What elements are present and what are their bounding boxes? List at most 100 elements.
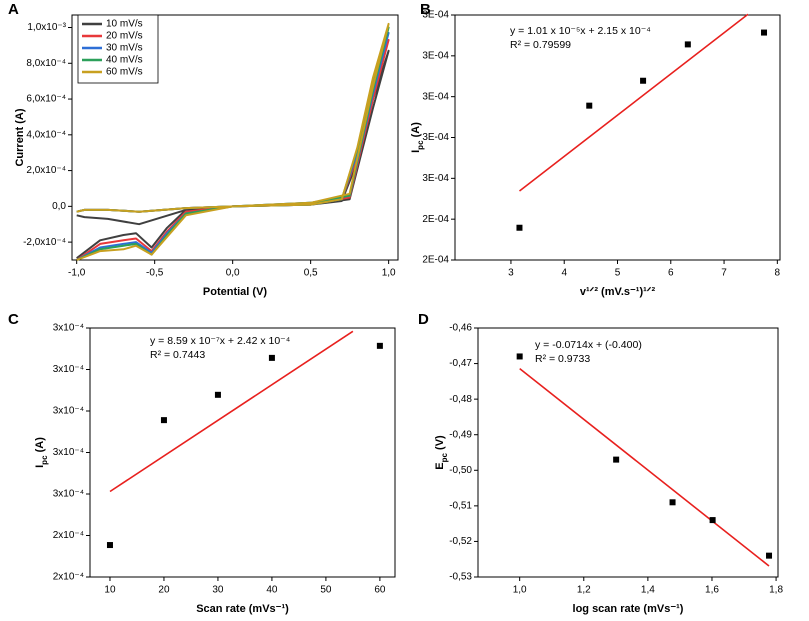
y-tick-label: 3x10⁻⁴ <box>53 364 84 375</box>
legend-label: 40 mV/s <box>106 55 143 66</box>
x-tick-label: 1,4 <box>641 585 655 596</box>
data-point <box>709 517 716 524</box>
axis-label: Current (A) <box>14 108 26 166</box>
y-tick-label: -0,47 <box>449 358 472 369</box>
x-tick-label: 0,0 <box>226 268 240 279</box>
cv-curve <box>76 22 390 261</box>
x-tick-label: 4 <box>561 268 567 279</box>
data-point <box>586 102 593 109</box>
annotation: R² = 0.7443 <box>150 349 205 361</box>
axis-label-part: I <box>34 465 46 468</box>
x-tick-label: 8 <box>775 268 781 279</box>
legend-label: 10 mV/s <box>106 19 143 30</box>
y-tick-label: 2E-04 <box>422 255 449 266</box>
annotation: R² = 0.79599 <box>510 39 571 51</box>
x-tick-label: 5 <box>615 268 621 279</box>
panel-letter: B <box>420 1 431 18</box>
x-tick-label: 1,0 <box>513 585 527 596</box>
axis-label: v¹ᐟ² (mV.s⁻¹)¹ᐟ² <box>580 286 656 298</box>
x-tick-label: 30 <box>212 585 224 596</box>
y-tick-label: -0,50 <box>449 465 472 476</box>
data-point <box>376 342 383 349</box>
plot-frame <box>89 327 396 578</box>
x-tick-label: 1,0 <box>382 268 396 279</box>
axis-label: Epc (V) <box>434 435 449 470</box>
x-tick-label: 0,5 <box>304 268 318 279</box>
annotation: R² = 0.9733 <box>535 353 590 365</box>
y-tick-label: 3E-04 <box>422 132 449 143</box>
x-tick-label: 3 <box>508 268 514 279</box>
data-point <box>669 499 676 506</box>
axis-label-part: (V) <box>434 435 446 453</box>
y-tick-label: -0,51 <box>449 500 472 511</box>
data-point <box>268 354 275 361</box>
data-point <box>684 41 691 48</box>
y-tick-label: 3x10⁻⁴ <box>53 406 84 417</box>
legend-label: 30 mV/s <box>106 43 143 54</box>
axis-label: Ipc (A) <box>410 122 425 153</box>
y-tick-label: 3E-04 <box>422 173 449 184</box>
y-tick-label: 2x10⁻⁴ <box>53 572 84 583</box>
axis-label-part: (A) <box>34 437 46 456</box>
y-tick-label: -0,53 <box>449 572 472 583</box>
y-tick-label: 2E-04 <box>422 214 449 225</box>
axis-label-sub: pc <box>40 455 49 465</box>
axis-label: Scan rate (mVs⁻¹) <box>196 603 289 615</box>
x-tick-label: 10 <box>104 585 116 596</box>
x-tick-label: 20 <box>158 585 170 596</box>
axis-label-part: (A) <box>410 122 422 141</box>
y-tick-label: 8,0x10⁻⁴ <box>26 58 66 69</box>
axis-label: Potential (V) <box>203 286 268 298</box>
y-tick-label: -0,52 <box>449 536 472 547</box>
y-tick-label: 3x10⁻⁴ <box>53 323 84 334</box>
panel-letter: D <box>418 311 429 328</box>
axis-label-part: I <box>410 150 422 153</box>
plot-frame <box>454 14 781 261</box>
cv-curve <box>76 49 390 259</box>
y-tick-label: -0,49 <box>449 429 472 440</box>
data-point <box>516 224 523 231</box>
x-tick-label: 50 <box>320 585 332 596</box>
fit-line <box>519 13 749 192</box>
y-tick-label: 3x10⁻⁴ <box>53 447 84 458</box>
y-tick-label: 3E-04 <box>422 50 449 61</box>
x-tick-label: 1,6 <box>705 585 719 596</box>
y-tick-label: -0,48 <box>449 394 472 405</box>
y-tick-label: 3E-04 <box>422 10 449 21</box>
x-tick-label: -0,5 <box>146 268 164 279</box>
plot-frame <box>477 327 779 578</box>
y-tick-label: -0,46 <box>449 323 472 334</box>
x-tick-label: 6 <box>668 268 674 279</box>
y-tick-label: 3x10⁻⁴ <box>53 489 84 500</box>
y-tick-label: 0,0 <box>52 201 66 212</box>
annotation: y = -0.0714x + (-0.400) <box>535 339 642 351</box>
data-point <box>766 552 773 559</box>
data-point <box>214 391 221 398</box>
annotation: y = 1.01 x 10⁻⁵x + 2.15 x 10⁻⁴ <box>510 25 651 37</box>
y-tick-label: 2,0x10⁻⁴ <box>26 165 66 176</box>
annotation: y = 8.59 x 10⁻⁷x + 2.42 x 10⁻⁴ <box>150 335 290 347</box>
data-point <box>761 29 768 36</box>
axis-label-sub: pc <box>416 140 425 150</box>
data-point <box>516 353 523 360</box>
panel-letter: C <box>8 311 19 328</box>
x-tick-label: -1,0 <box>68 268 86 279</box>
y-tick-label: -2,0x10⁻⁴ <box>23 237 66 248</box>
x-tick-label: 40 <box>266 585 278 596</box>
x-tick-label: 60 <box>374 585 386 596</box>
x-tick-label: 1,2 <box>577 585 591 596</box>
axis-label: log scan rate (mVs⁻¹) <box>573 603 684 615</box>
data-point <box>613 456 620 463</box>
data-point <box>160 417 167 424</box>
legend-label: 60 mV/s <box>106 67 143 78</box>
data-point <box>640 77 647 84</box>
legend-label: 20 mV/s <box>106 31 143 42</box>
panel-letter: A <box>8 1 19 18</box>
y-tick-label: 2x10⁻⁴ <box>53 530 84 541</box>
data-point <box>106 542 113 549</box>
fit-line <box>109 330 354 493</box>
axis-label-part: E <box>434 462 446 469</box>
axis-label-sub: pc <box>440 452 449 462</box>
y-tick-label: 6,0x10⁻⁴ <box>26 94 66 105</box>
